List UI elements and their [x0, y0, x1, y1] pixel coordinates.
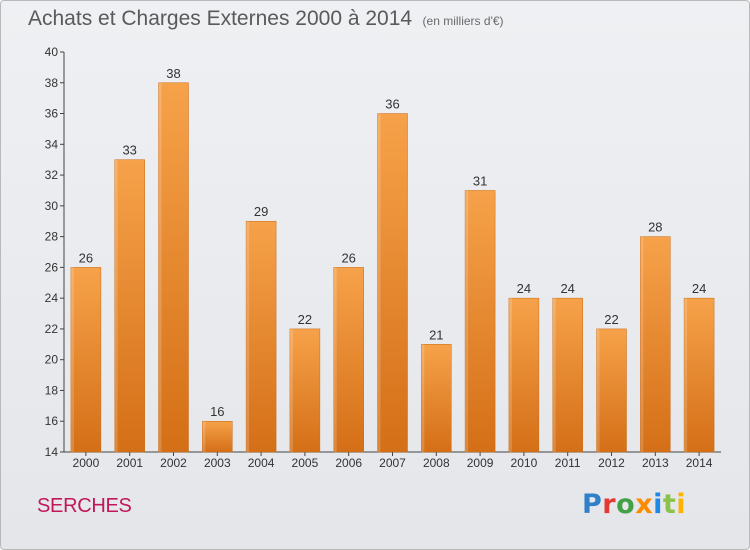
y-tick-label: 34 [45, 137, 59, 151]
x-tick-label: 2014 [686, 456, 713, 470]
data-label: 36 [385, 97, 399, 112]
logo-letter: P [582, 489, 603, 520]
bar-2007 [377, 113, 408, 453]
bar-highlight [684, 298, 688, 452]
chart-bars [70, 82, 715, 453]
y-tick-label: 30 [45, 199, 59, 213]
y-tick-label: 32 [45, 168, 59, 182]
y-tick-label: 28 [45, 230, 59, 244]
logo-letter: i [676, 489, 687, 520]
commune-name: SERCHES [37, 495, 132, 517]
bar-2011 [552, 297, 583, 453]
data-label: 24 [517, 281, 531, 296]
x-tick-label: 2013 [642, 456, 669, 470]
data-label: 26 [79, 250, 93, 265]
bar-highlight [202, 421, 206, 452]
y-tick-label: 36 [45, 107, 59, 121]
data-label: 22 [298, 312, 312, 327]
x-tick-label: 2011 [555, 456, 581, 470]
x-tick-label: 2001 [116, 456, 143, 470]
bar-highlight [70, 267, 74, 452]
bar-highlight [377, 113, 381, 453]
y-tick-label: 38 [45, 76, 59, 90]
bar-highlight [640, 236, 644, 452]
y-tick-label: 18 [45, 383, 59, 397]
bar-2010 [508, 297, 540, 453]
y-tick-label: 20 [45, 353, 59, 367]
bar-2006 [333, 267, 364, 453]
data-label: 16 [210, 404, 224, 419]
bar-2004 [245, 220, 277, 453]
y-tick-label: 26 [45, 260, 59, 274]
logo-letter: r [602, 489, 617, 520]
data-label: 29 [254, 204, 268, 219]
data-label: 38 [166, 66, 180, 81]
x-tick-label: 2000 [73, 456, 100, 470]
bar-2008 [421, 344, 452, 453]
y-tick-label: 24 [45, 291, 59, 305]
data-label: 33 [122, 143, 136, 158]
x-tick-label: 2007 [379, 456, 406, 470]
logo-letter: x [635, 489, 654, 520]
bar-2000 [70, 267, 102, 453]
bar-highlight [552, 298, 556, 452]
x-tick-label: 2006 [335, 456, 362, 470]
data-label: 26 [341, 250, 355, 265]
data-label: 28 [648, 220, 662, 235]
bar-2012 [596, 328, 627, 453]
logo-letter: i [653, 489, 663, 520]
x-tick-label: 2004 [248, 456, 275, 470]
y-tick-label: 14 [45, 445, 59, 459]
bar-highlight [114, 159, 118, 452]
data-label: 21 [429, 327, 443, 342]
data-label: 31 [473, 173, 487, 188]
bar-2009 [464, 190, 496, 453]
bar-2002 [158, 82, 189, 453]
y-tick-label: 22 [45, 322, 59, 336]
data-label: 24 [560, 281, 574, 296]
bar-2013 [640, 236, 671, 453]
chart-title-block: Achats et Charges Externes 2000 à 2014 (… [28, 7, 504, 31]
bar-highlight [508, 298, 512, 452]
data-label: 22 [604, 312, 618, 327]
bar-2003 [202, 420, 233, 453]
chart-unit: (en milliers d'€) [422, 14, 504, 28]
x-tick-label: 2009 [467, 456, 494, 470]
y-tick-label: 40 [45, 45, 59, 59]
data-label: 24 [692, 281, 706, 296]
x-tick-label: 2002 [160, 456, 187, 470]
bar-2005 [289, 328, 321, 453]
x-tick-label: 2005 [292, 456, 319, 470]
chart-title: Achats et Charges Externes 2000 à 2014 [28, 7, 413, 30]
bar-highlight [158, 82, 162, 453]
logo-letter: t [662, 489, 677, 520]
chart-data-labels: 26 33 38 16 29 22 26 36 21 31 24 24 22 28 24 [79, 66, 707, 419]
bar-highlight [289, 328, 293, 452]
bar-highlight [596, 328, 600, 452]
logo-letter: o [616, 489, 636, 520]
x-tick-label: 2012 [598, 456, 625, 470]
x-tick-label: 2010 [511, 456, 538, 470]
proxiti-logo: Proxiti [582, 489, 686, 520]
bar-highlight [246, 221, 250, 452]
x-tick-label: 2008 [423, 456, 450, 470]
y-tick-label: 16 [45, 414, 59, 428]
bar-highlight [465, 190, 469, 452]
bar-2014 [683, 297, 715, 453]
bar-2001 [114, 159, 145, 453]
x-tick-label: 2003 [204, 456, 231, 470]
bar-highlight [421, 344, 425, 452]
bar-highlight [333, 267, 337, 452]
